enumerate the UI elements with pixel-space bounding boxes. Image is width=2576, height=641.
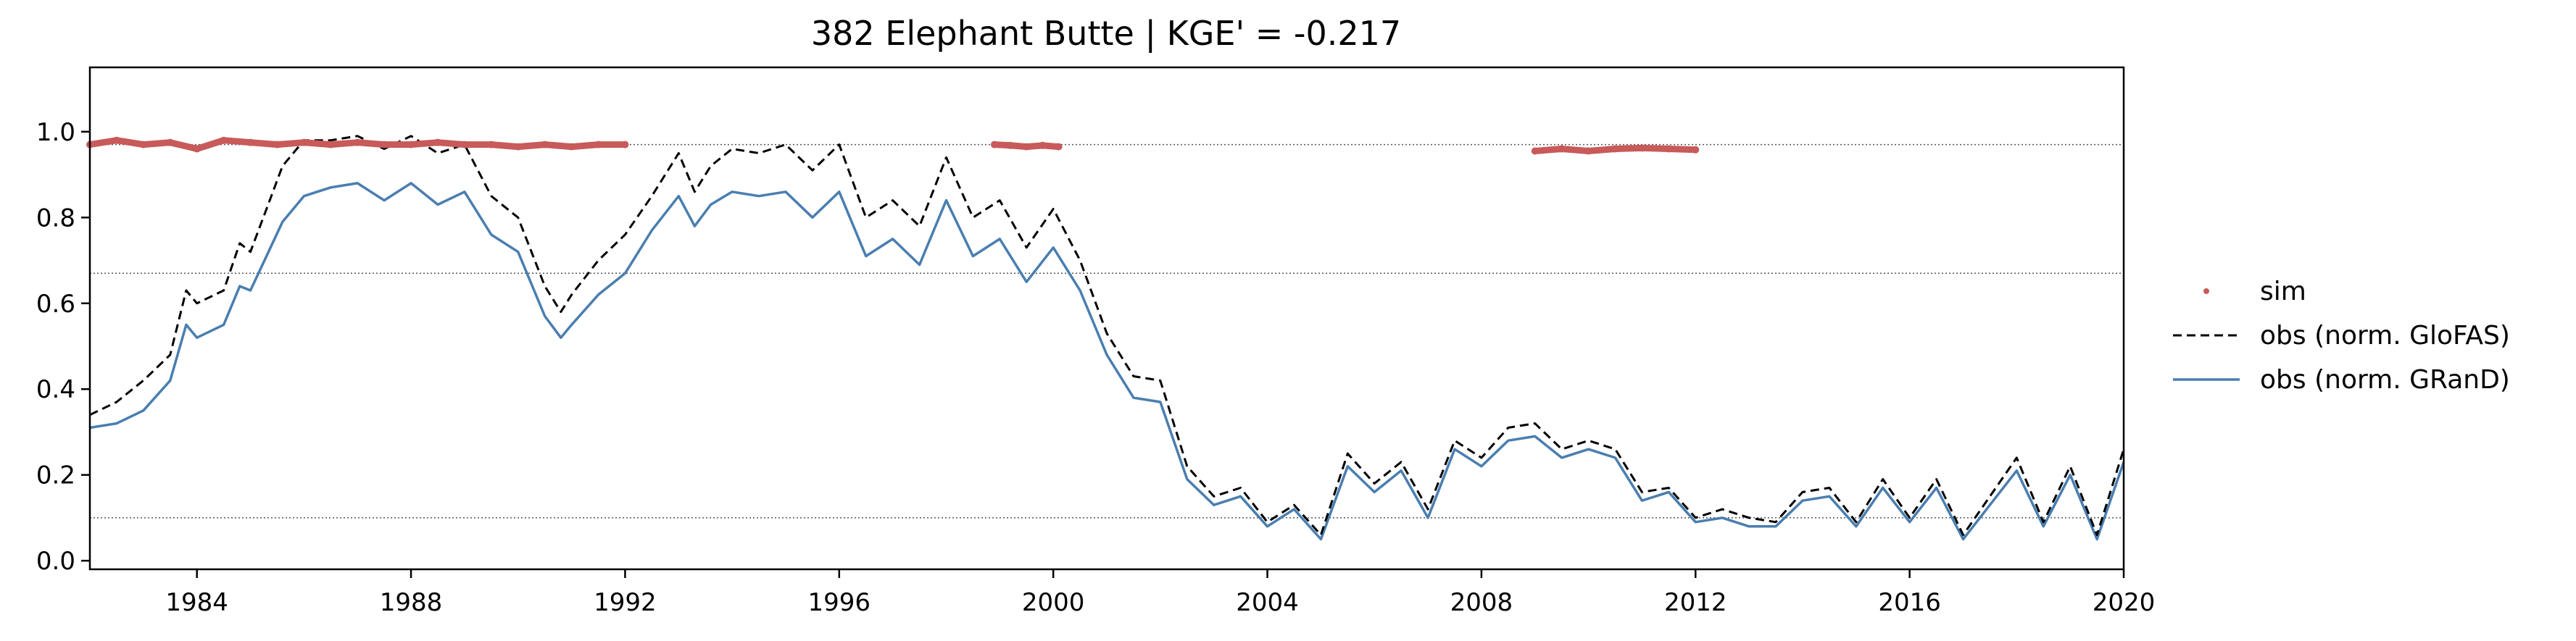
- x-tick-label-2: 1992: [594, 588, 657, 617]
- plot-frame: [88, 66, 2125, 571]
- series-sim: [86, 136, 1700, 155]
- sim-point: [594, 141, 602, 148]
- sim-point: [166, 138, 174, 146]
- sim-point: [1665, 145, 1673, 153]
- sim-point: [1611, 145, 1619, 153]
- sim-point: [193, 145, 201, 153]
- chart-title: 382 Elephant Butte | KGE' = -0.217: [811, 14, 1401, 54]
- sim-point: [220, 136, 228, 144]
- sim-point: [300, 138, 308, 146]
- legend-sim-label: sim: [2260, 277, 2306, 306]
- x-tick-label-3: 1996: [808, 588, 871, 617]
- x-tick-label-8: 2016: [1878, 588, 1941, 617]
- y-tick-label-5: 1.0: [36, 118, 75, 147]
- sim-point: [1055, 143, 1063, 151]
- sim-point: [246, 138, 254, 146]
- sim-point: [1531, 147, 1539, 155]
- legend-sim-marker: [2203, 288, 2209, 294]
- y-tick-label-2: 0.4: [36, 375, 75, 404]
- sim-point: [1039, 141, 1047, 149]
- sim-point: [139, 141, 147, 148]
- y-tick-label-0: 0.0: [36, 547, 75, 576]
- series-glofas-line: [89, 135, 2125, 537]
- sim-point: [1007, 141, 1015, 149]
- x-axis: 1984 1988 1992 1996 2000 2004 2008 2012 2016 2020: [165, 569, 2155, 617]
- sim-point: [990, 141, 998, 148]
- legend: sim obs (norm. GloFAS) obs (norm. GRanD): [2173, 277, 2510, 395]
- sim-point: [1023, 143, 1031, 151]
- x-tick-label-9: 2020: [2093, 588, 2156, 617]
- sim-point: [381, 141, 389, 148]
- sim-point: [354, 138, 362, 146]
- y-axis: 0.0 0.2 0.4 0.6 0.8 1.0: [36, 118, 90, 576]
- sim-point: [568, 143, 576, 151]
- y-tick-label-4: 0.8: [36, 204, 75, 232]
- x-tick-label-5: 2004: [1236, 588, 1299, 617]
- sim-point: [1692, 146, 1700, 154]
- y-tick-label-3: 0.6: [36, 290, 75, 319]
- sim-point: [1558, 145, 1566, 153]
- x-tick-label-4: 2000: [1022, 588, 1085, 617]
- series-glofas: [89, 135, 2125, 537]
- legend-item-sim: sim: [2203, 277, 2306, 306]
- sim-point: [621, 141, 629, 148]
- sim-point: [487, 141, 495, 148]
- sim-point: [112, 136, 120, 144]
- legend-grand-label: obs (norm. GRanD): [2260, 365, 2510, 395]
- y-tick-label-1: 0.2: [36, 461, 75, 490]
- series-grand-line: [89, 182, 2125, 541]
- x-tick-label-1: 1988: [380, 588, 443, 617]
- series-grand: [89, 182, 2125, 541]
- sim-point: [273, 141, 281, 148]
- sim-point: [514, 143, 522, 151]
- legend-glofas-label: obs (norm. GloFAS): [2260, 321, 2510, 351]
- x-tick-label-7: 2012: [1664, 588, 1727, 617]
- sim-point: [1584, 147, 1592, 155]
- x-tick-label-6: 2008: [1450, 588, 1513, 617]
- sim-point: [1638, 144, 1646, 152]
- x-tick-label-0: 1984: [165, 588, 228, 617]
- sim-point: [327, 141, 335, 148]
- legend-item-glofas: obs (norm. GloFAS): [2173, 321, 2510, 351]
- sim-point: [433, 138, 441, 146]
- sim-point: [407, 141, 415, 148]
- legend-item-grand: obs (norm. GRanD): [2173, 365, 2510, 395]
- sim-point: [460, 141, 468, 148]
- sim-point: [541, 141, 549, 148]
